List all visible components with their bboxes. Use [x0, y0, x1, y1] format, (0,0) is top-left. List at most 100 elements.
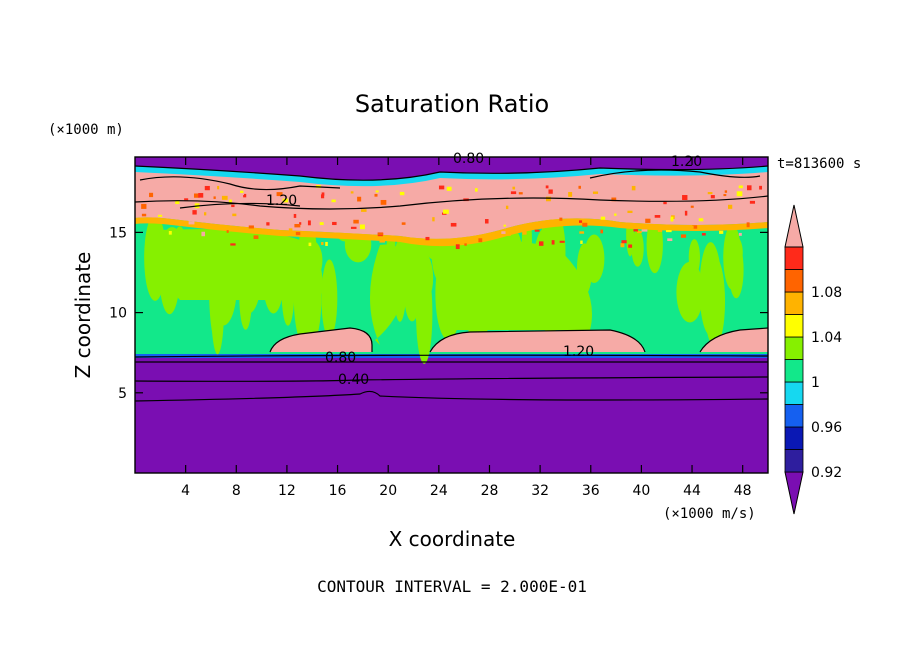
speckle [282, 198, 289, 203]
field-lens-b [430, 330, 645, 352]
speckle [248, 225, 254, 229]
speckle [568, 191, 573, 197]
speckle [226, 230, 229, 233]
speckle [512, 186, 516, 190]
speckle [667, 238, 673, 242]
speckle [749, 200, 756, 204]
speckle [759, 185, 763, 190]
speckle [320, 194, 325, 199]
plot-area [135, 157, 768, 473]
speckle [353, 219, 359, 224]
green-patch [157, 229, 323, 300]
speckle [184, 198, 189, 201]
speckle [518, 192, 523, 195]
speckle [559, 217, 563, 221]
speckle [738, 232, 742, 236]
speckle [589, 201, 594, 207]
green-patch [728, 241, 744, 299]
speckle [571, 206, 577, 209]
x-tick-label: 8 [232, 483, 241, 499]
x-tick-label: 4 [181, 483, 190, 499]
speckle [475, 188, 478, 192]
speckle [578, 185, 581, 189]
contour-label: 0.80 [325, 350, 356, 366]
green-patch [583, 234, 605, 283]
speckle [331, 199, 336, 203]
speckle [546, 196, 551, 202]
speckle [587, 208, 592, 213]
speckle [723, 194, 727, 197]
contour-labels: 0.40 0.80 1.20 1.20 0.80 1.20 [266, 151, 702, 388]
speckle [221, 195, 228, 200]
green-patch [321, 259, 338, 338]
speckle [325, 241, 328, 246]
green-patch [631, 229, 644, 267]
speckle [168, 231, 172, 235]
speckle [534, 229, 540, 232]
field-lens-a [270, 328, 372, 352]
speckle [545, 185, 549, 189]
speckle [600, 216, 606, 220]
colorbar-segment [784, 404, 804, 428]
speckle [399, 191, 405, 196]
contour-label: 1.20 [671, 154, 702, 170]
contour-lines [135, 165, 768, 402]
speckle [374, 193, 378, 197]
speckle [141, 203, 147, 209]
speckle [443, 209, 449, 214]
speckle [473, 217, 477, 221]
field-upper-layer [135, 172, 768, 239]
speckle [478, 238, 483, 243]
speckle [510, 191, 517, 195]
x-tick-label: 24 [430, 483, 448, 499]
speckle [579, 231, 585, 234]
y-tick-label: 5 [118, 386, 127, 402]
contour-label: 1.20 [563, 344, 594, 360]
y-tick-label: 15 [109, 225, 127, 241]
speckle [231, 204, 235, 208]
speckle [592, 191, 599, 194]
speckle [710, 195, 715, 199]
green-patch [699, 242, 722, 336]
speckle [157, 214, 163, 217]
speckle [295, 231, 301, 236]
speckle [361, 209, 367, 212]
speckle [240, 190, 244, 195]
colorbar: 0.92 0.96 1 1.04 1.08 [784, 204, 842, 515]
speckle [675, 213, 680, 219]
speckle [611, 197, 617, 202]
speckle [350, 191, 354, 194]
y-tick-label: 10 [109, 306, 127, 322]
speckle [243, 193, 247, 198]
speckle [614, 213, 617, 216]
colorbar-segment [784, 269, 804, 293]
speckle [332, 221, 337, 226]
green-patch [676, 261, 704, 323]
speckle [701, 233, 706, 236]
speckle [379, 239, 385, 243]
x-tick-label: 20 [379, 483, 397, 499]
speckle [682, 195, 688, 201]
speckle [736, 191, 743, 197]
field-speckles [141, 185, 763, 250]
speckle [501, 231, 507, 234]
speckle [201, 231, 206, 237]
speckle [228, 199, 232, 205]
speckle [670, 216, 674, 222]
speckle [204, 212, 207, 216]
speckle [503, 224, 506, 227]
speckle [665, 230, 672, 233]
x-tick-label: 44 [683, 483, 701, 499]
speckle [654, 215, 661, 218]
speckle [276, 192, 283, 197]
speckle [663, 201, 667, 205]
speckle [192, 210, 197, 215]
colorbar-arrow-high [784, 204, 804, 248]
speckle [425, 236, 430, 241]
y-unit-label: (×1000 m) [48, 122, 124, 138]
speckle [533, 196, 537, 202]
speckle [627, 210, 633, 213]
speckle [559, 240, 565, 243]
colorbar-segment [784, 426, 804, 450]
